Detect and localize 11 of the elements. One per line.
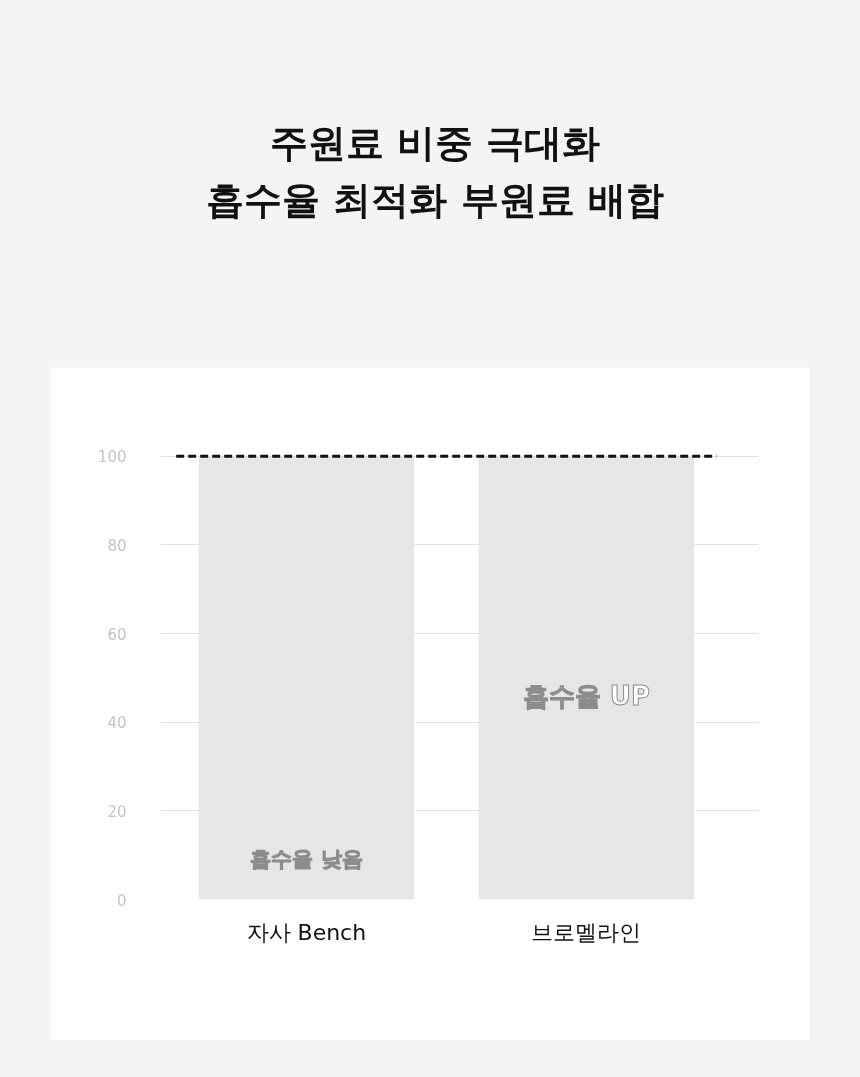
annotation: 흡수율 낮음 — [250, 846, 363, 871]
y-tick-label: 80 — [107, 536, 127, 555]
y-tick-label: 0 — [116, 891, 127, 910]
y-tick-label: 40 — [107, 714, 127, 733]
y-tick-label: 60 — [107, 625, 127, 644]
x-tick-label: 브로멜라인 — [531, 919, 642, 945]
chart-title: 주원료 비중 극대화 흡수율 최적화 부원료 배합 — [206, 120, 664, 224]
y-tick-label: 20 — [107, 802, 127, 821]
x-tick-label: 자사 Bench — [246, 919, 367, 945]
y-tick-label: 100 — [97, 448, 127, 467]
annotation: 흡수율 UP — [522, 681, 650, 712]
